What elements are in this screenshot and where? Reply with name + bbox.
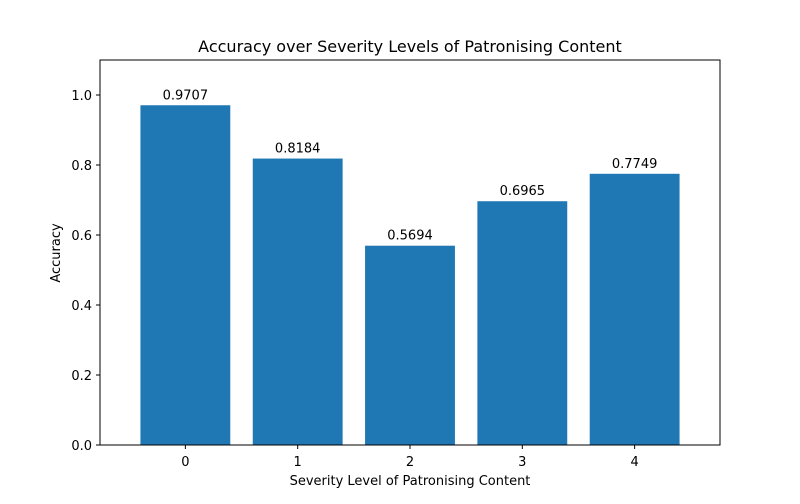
y-tick-label-2: 0.4	[71, 299, 92, 314]
data-label-4: 0.7749	[612, 157, 658, 172]
y-tick-label-4: 0.8	[71, 159, 92, 174]
x-tick-label-0: 0	[181, 455, 189, 470]
x-axis-ticks: 0 1 2 3 4	[181, 445, 639, 470]
data-label-2: 0.5694	[387, 229, 433, 244]
x-tick-label-4: 4	[630, 455, 638, 470]
y-tick-label-5: 1.0	[71, 89, 92, 104]
bar-3	[477, 201, 568, 445]
bar-1	[252, 158, 343, 445]
bars-group	[140, 105, 680, 445]
bar-0	[140, 105, 231, 445]
x-tick-label-3: 3	[518, 455, 526, 470]
bar-2	[365, 245, 455, 445]
chart-title: Accuracy over Severity Levels of Patroni…	[198, 37, 622, 56]
y-tick-label-0: 0.0	[71, 439, 92, 454]
value-labels-group: 0.9707 0.8184 0.5694 0.6965 0.7749	[163, 88, 658, 243]
y-axis-ticks: 0.0 0.2 0.4 0.6 0.8 1.0	[71, 89, 100, 454]
plot-area-frame	[99, 59, 721, 446]
x-tick-label-2: 2	[406, 455, 414, 470]
y-tick-label-1: 0.2	[71, 369, 92, 384]
y-axis-label: Accuracy	[49, 223, 64, 283]
data-label-3: 0.6965	[500, 184, 546, 199]
bar-4	[589, 173, 680, 445]
y-tick-label-3: 0.6	[71, 229, 92, 244]
x-tick-label-1: 1	[294, 455, 302, 470]
data-label-0: 0.9707	[163, 88, 209, 103]
x-axis-label: Severity Level of Patronising Content	[290, 474, 531, 489]
data-label-1: 0.8184	[275, 142, 321, 157]
